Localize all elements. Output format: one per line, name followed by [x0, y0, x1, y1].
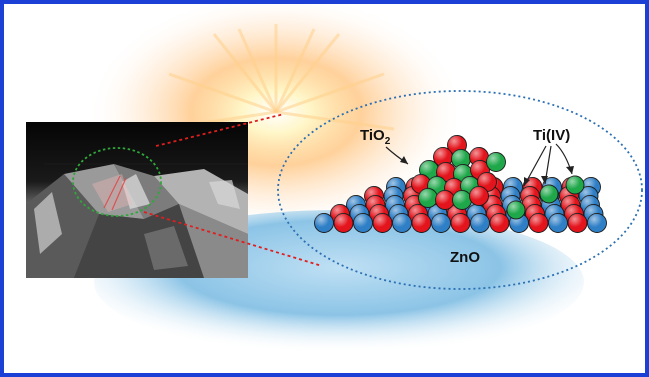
ti-iv-atom: [539, 184, 559, 204]
ti-iv-label: Ti(IV): [533, 127, 570, 144]
ti-iv-atom: [565, 175, 585, 195]
o-atom: [435, 190, 455, 210]
o-atom: [469, 186, 489, 206]
ti-iv-arrowhead-1: [524, 177, 530, 186]
o-atom: [489, 213, 510, 233]
zn-atom: [353, 213, 373, 233]
tio2-arrowhead: [400, 156, 408, 164]
ti-iv-sites: [506, 175, 585, 220]
ti-atom: [418, 188, 438, 208]
o-atom: [436, 162, 456, 182]
ti-iv-arrowhead-2: [541, 176, 548, 184]
o-atom: [372, 213, 393, 233]
ti-iv-arrowhead-3: [566, 166, 574, 174]
sem-highlight: [92, 174, 132, 212]
ti-atom: [486, 152, 506, 172]
tio2-nanoparticle: [411, 135, 506, 210]
zoom-line-bottom: [143, 211, 323, 267]
zno-label: ZnO: [450, 249, 480, 266]
sun-rays: [163, 24, 395, 131]
tio2-label: TiO2: [360, 127, 391, 147]
o-atom: [450, 213, 471, 233]
ti-atom: [452, 190, 472, 210]
ti-iv-atom: [506, 200, 526, 220]
zoom-ellipse: [277, 90, 643, 290]
sem-micrograph: [26, 122, 248, 278]
zoom-line-top: [155, 113, 285, 147]
tio2-label-main: TiO: [360, 127, 385, 144]
zn-atom: [587, 213, 607, 233]
ti-atom: [451, 149, 471, 169]
o-atom: [333, 213, 354, 233]
zn-atom: [431, 213, 451, 233]
o-atom: [411, 213, 432, 233]
o-atom: [528, 213, 549, 233]
arrows: [385, 143, 574, 187]
sem-marker-ellipse: [72, 147, 162, 217]
zn-atom: [392, 213, 412, 233]
illustration: TiO2 Ti(IV) ZnO: [26, 4, 643, 354]
zn-atom: [470, 213, 490, 233]
o-atom: [567, 213, 588, 233]
zn-atom: [548, 213, 568, 233]
zn-atom: [314, 213, 334, 233]
tio2-label-sub: 2: [385, 136, 391, 147]
